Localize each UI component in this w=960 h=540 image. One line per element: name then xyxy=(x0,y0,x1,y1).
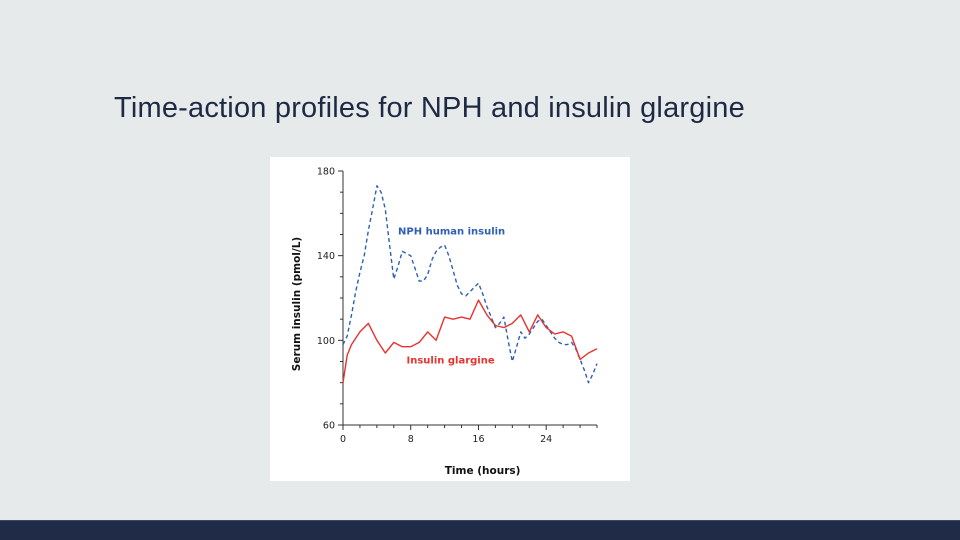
x-tick-label: 24 xyxy=(540,434,552,445)
axes: 60 100 140 180 0 8 16 24 Time (hours) Serum insul… xyxy=(291,167,598,477)
y-tick-label: 100 xyxy=(317,336,335,347)
bottom-bar xyxy=(0,521,960,540)
series-line-glargine xyxy=(342,299,598,383)
labels-group: NPH human insulin Insulin glargine xyxy=(398,227,505,367)
series-label-nph: NPH human insulin xyxy=(398,227,505,238)
series-line-nph xyxy=(342,185,598,384)
y-tick-label: 60 xyxy=(323,421,335,432)
x-tick-label: 8 xyxy=(408,434,414,445)
x-tick-label: 16 xyxy=(472,434,484,445)
series-label-glargine: Insulin glargine xyxy=(407,356,495,367)
y-tick-label: 180 xyxy=(317,167,335,178)
x-tick-label: 0 xyxy=(340,434,346,445)
chart-card: 60 100 140 180 0 8 16 24 Time (hours) Serum insul… xyxy=(270,157,630,481)
y-axis-title: Serum insulin (pmol/L) xyxy=(291,237,303,371)
chart: 60 100 140 180 0 8 16 24 Time (hours) Serum insul… xyxy=(291,167,598,477)
slide-title: Time-action profiles for NPH and insulin… xyxy=(114,92,745,124)
x-axis-title: Time (hours) xyxy=(445,465,521,477)
series-group xyxy=(342,185,598,384)
y-tick-label: 140 xyxy=(317,251,335,262)
